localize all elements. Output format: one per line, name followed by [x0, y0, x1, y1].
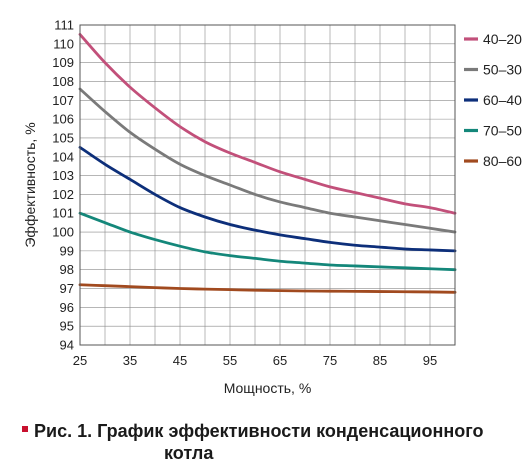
y-tick-label: 96: [60, 300, 74, 315]
y-tick-label: 99: [60, 243, 74, 258]
x-tick-label: 65: [273, 353, 287, 368]
y-tick-label: 95: [60, 319, 74, 334]
grid: [79, 24, 455, 346]
x-tick-label: 85: [373, 353, 387, 368]
y-tick-label: 102: [52, 187, 74, 202]
y-tick-label: 108: [52, 74, 74, 89]
y-tick-label: 110: [53, 36, 74, 51]
y-tick-labels: 94 95 96 97 98 99 100 101 102 103 104 105 106 107 108 1…: [52, 18, 74, 353]
y-tick-label: 109: [52, 55, 74, 70]
x-tick-label: 45: [173, 353, 187, 368]
y-tick-label: 104: [52, 149, 74, 164]
y-tick-label: 97: [60, 281, 74, 296]
legend-label: 80–60: [483, 153, 522, 169]
legend-label: 60–40: [483, 92, 522, 108]
y-tick-label: 107: [52, 93, 74, 108]
series-line-2: [78, 87, 457, 234]
plot-frame: [79, 24, 456, 346]
x-tick-labels: 25 35 45 55 65 75 85 95: [73, 353, 437, 368]
series-line-1: [78, 33, 457, 215]
efficiency-chart: 94 95 96 97 98 99 100 101 102 103 104 105 106 107 108 1…: [22, 18, 522, 397]
caption-line-1: Рис. 1. График эффективности конденсацио…: [34, 421, 484, 441]
y-tick-label: 106: [52, 112, 74, 127]
x-tick-label: 35: [123, 353, 137, 368]
figure-caption: Рис. 1. График эффективности конденсацио…: [22, 420, 522, 464]
caption-line-2: котла: [164, 443, 214, 463]
series-line-4: [78, 211, 457, 272]
legend-label: 50–30: [483, 62, 522, 78]
x-axis-label: Мощность, %: [224, 380, 312, 396]
y-tick-label: 111: [54, 18, 74, 33]
x-tick-label: 75: [323, 353, 337, 368]
legend: 40–20 50–30 60–40 70–50 80–60: [464, 31, 522, 169]
series-lines: [78, 33, 457, 294]
y-tick-label: 98: [60, 262, 74, 277]
x-tick-label: 25: [73, 353, 87, 368]
x-tick-label: 55: [223, 353, 237, 368]
y-tick-label: 101: [52, 206, 74, 221]
y-tick-label: 94: [60, 338, 74, 353]
caption-bullet-icon: [22, 426, 28, 433]
y-axis-label: Эффективность, %: [22, 122, 38, 247]
x-tick-label: 95: [423, 353, 437, 368]
series-line-5: [78, 283, 457, 294]
legend-label: 70–50: [483, 123, 522, 139]
y-tick-label: 103: [52, 168, 74, 183]
y-tick-label: 105: [52, 130, 74, 145]
legend-label: 40–20: [483, 31, 522, 47]
y-tick-label: 100: [52, 225, 74, 240]
series-line-3: [78, 145, 457, 253]
